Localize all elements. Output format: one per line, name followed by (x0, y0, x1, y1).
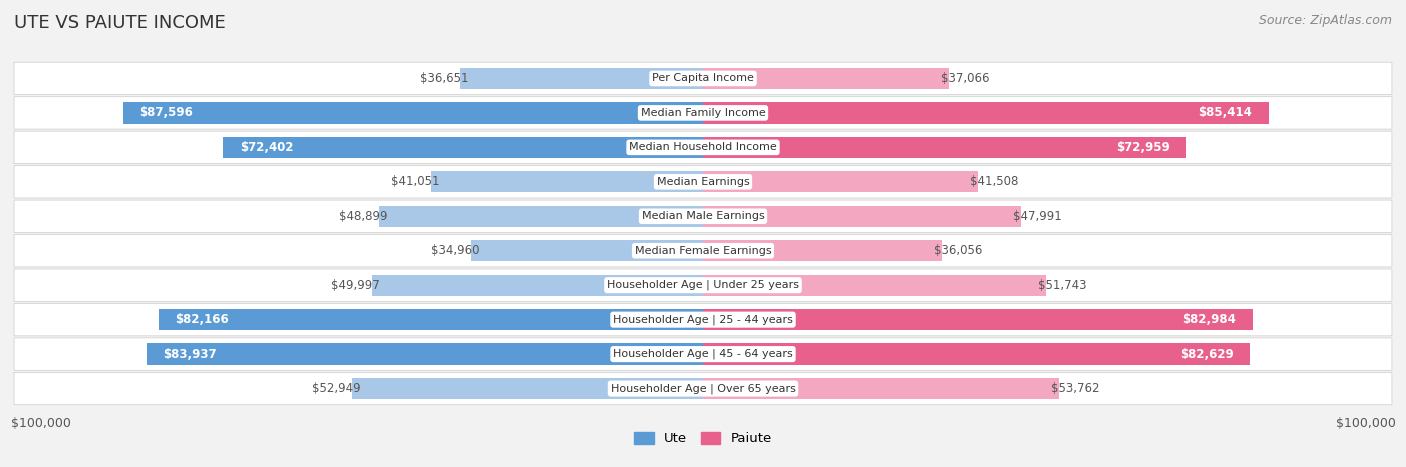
Text: $82,629: $82,629 (1180, 347, 1234, 361)
Text: $87,596: $87,596 (139, 106, 193, 120)
Text: $36,056: $36,056 (934, 244, 983, 257)
Bar (432, 171, 703, 192)
FancyBboxPatch shape (14, 200, 1392, 233)
Text: $41,508: $41,508 (970, 175, 1018, 188)
Text: Median Male Earnings: Median Male Earnings (641, 211, 765, 221)
Bar (703, 137, 1187, 158)
FancyBboxPatch shape (14, 234, 1392, 267)
Bar (703, 309, 1253, 330)
Bar (703, 275, 1046, 296)
Text: $47,991: $47,991 (1012, 210, 1062, 223)
FancyBboxPatch shape (14, 97, 1392, 129)
FancyBboxPatch shape (14, 372, 1392, 405)
Bar (122, 102, 703, 124)
Text: $37,066: $37,066 (941, 72, 988, 85)
Bar (380, 205, 703, 227)
Text: Per Capita Income: Per Capita Income (652, 73, 754, 84)
Text: Source: ZipAtlas.com: Source: ZipAtlas.com (1258, 14, 1392, 27)
Bar (371, 275, 703, 296)
Bar (703, 205, 1021, 227)
Text: $48,899: $48,899 (339, 210, 387, 223)
Text: $83,937: $83,937 (163, 347, 217, 361)
Text: Median Family Income: Median Family Income (641, 108, 765, 118)
FancyBboxPatch shape (14, 338, 1392, 370)
Text: Householder Age | 25 - 44 years: Householder Age | 25 - 44 years (613, 314, 793, 325)
Legend: Ute, Paiute: Ute, Paiute (628, 426, 778, 451)
Text: $41,051: $41,051 (391, 175, 439, 188)
FancyBboxPatch shape (14, 304, 1392, 336)
Bar (703, 68, 949, 89)
Bar (703, 102, 1268, 124)
Bar (471, 240, 703, 262)
Bar (703, 343, 1250, 365)
Text: UTE VS PAIUTE INCOME: UTE VS PAIUTE INCOME (14, 14, 226, 32)
Bar (159, 309, 703, 330)
FancyBboxPatch shape (14, 131, 1392, 163)
Text: $51,743: $51,743 (1038, 279, 1087, 292)
Bar (148, 343, 703, 365)
Text: $52,949: $52,949 (312, 382, 360, 395)
Text: Householder Age | Over 65 years: Householder Age | Over 65 years (610, 383, 796, 394)
Bar (460, 68, 703, 89)
Text: $36,651: $36,651 (419, 72, 468, 85)
FancyBboxPatch shape (14, 62, 1392, 95)
Bar (703, 240, 942, 262)
Text: Householder Age | Under 25 years: Householder Age | Under 25 years (607, 280, 799, 290)
Text: $53,762: $53,762 (1052, 382, 1099, 395)
Text: Median Female Earnings: Median Female Earnings (634, 246, 772, 256)
Text: Householder Age | 45 - 64 years: Householder Age | 45 - 64 years (613, 349, 793, 359)
Text: $49,997: $49,997 (330, 279, 380, 292)
Text: $82,166: $82,166 (176, 313, 229, 326)
Text: $85,414: $85,414 (1198, 106, 1253, 120)
Text: Median Earnings: Median Earnings (657, 177, 749, 187)
Text: $82,984: $82,984 (1182, 313, 1236, 326)
Bar (703, 171, 979, 192)
Bar (353, 378, 703, 399)
Text: $72,959: $72,959 (1116, 141, 1170, 154)
Bar (703, 378, 1059, 399)
Text: $72,402: $72,402 (240, 141, 294, 154)
Text: $34,960: $34,960 (430, 244, 479, 257)
FancyBboxPatch shape (14, 269, 1392, 301)
FancyBboxPatch shape (14, 166, 1392, 198)
Bar (224, 137, 703, 158)
Text: Median Household Income: Median Household Income (628, 142, 778, 152)
